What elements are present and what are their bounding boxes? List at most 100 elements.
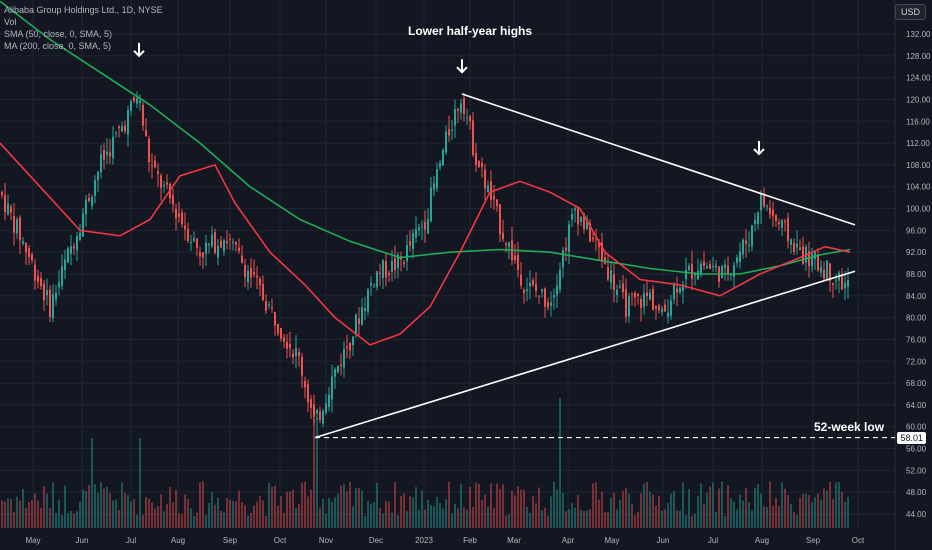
- volume-bar: [211, 492, 213, 528]
- volume-bar: [244, 504, 246, 528]
- candle-body: [295, 348, 297, 357]
- candle-body: [280, 328, 282, 339]
- candle-body: [703, 261, 705, 266]
- candle-body: [595, 238, 597, 240]
- legend-vol[interactable]: Vol: [4, 17, 17, 27]
- candle-body: [541, 289, 543, 292]
- candle-body: [250, 267, 252, 278]
- x-tick-label: Aug: [755, 536, 769, 545]
- price-axis[interactable]: 132.00 128.00 124.00 120.00 116.00 112.00 108.…: [906, 30, 931, 519]
- candle-body: [130, 101, 132, 111]
- candle-body: [247, 271, 249, 283]
- y-tick-label: 84.00: [906, 292, 927, 301]
- volume-bar: [757, 484, 759, 528]
- volume-bar: [817, 493, 819, 528]
- y-tick-label: 92.00: [906, 248, 927, 257]
- candle-body: [823, 269, 825, 279]
- volume-bar: [430, 504, 432, 528]
- candle-body: [670, 300, 672, 316]
- candle-body: [124, 125, 126, 132]
- candle-body: [97, 172, 99, 181]
- volume-bar: [787, 495, 789, 528]
- volume-bar: [40, 507, 42, 528]
- volume-bar: [163, 511, 165, 528]
- volume-bar: [190, 508, 192, 528]
- volume-bar: [805, 493, 807, 528]
- candle-body: [379, 272, 381, 274]
- volume-bar: [637, 511, 639, 528]
- volume-bar: [325, 513, 327, 528]
- volume-bar: [781, 482, 783, 528]
- volume-bar: [70, 510, 72, 528]
- candle-body: [271, 307, 273, 309]
- volume-bar: [661, 510, 663, 528]
- candle-body: [181, 212, 183, 225]
- x-tick-label: Nov: [319, 536, 333, 545]
- volume-bar: [139, 438, 141, 528]
- y-tick-label: 120.00: [906, 95, 931, 104]
- candle-body: [778, 222, 780, 225]
- candle-body: [16, 219, 18, 234]
- legend-symbol[interactable]: Alibaba Group Holdings Ltd., 1D, NYSE: [4, 5, 163, 15]
- candle-body: [811, 253, 813, 267]
- volume-bar: [751, 510, 753, 528]
- volume-bar: [547, 515, 549, 528]
- candle-body: [457, 108, 459, 111]
- volume-bar: [469, 486, 471, 528]
- y-tick-label: 104.00: [906, 183, 931, 192]
- candle-body: [1, 192, 3, 196]
- y-tick-label: 76.00: [906, 335, 927, 344]
- volume-bar: [601, 491, 603, 528]
- volume-bar: [382, 513, 384, 528]
- candle-body: [61, 266, 63, 287]
- volume-bar: [565, 511, 567, 528]
- volume-bar: [142, 514, 144, 528]
- volume-bar: [346, 491, 348, 528]
- volume-bar: [229, 499, 231, 528]
- candle-body: [523, 289, 525, 294]
- candle-body: [313, 404, 315, 417]
- x-tick-label: Jul: [708, 536, 718, 545]
- volume-bar: [127, 495, 129, 528]
- volume-bar: [535, 503, 537, 528]
- candle-body: [556, 285, 558, 296]
- candles: [1, 91, 849, 428]
- volume-bar: [412, 497, 414, 528]
- volume-bar: [277, 505, 279, 528]
- volume-bar: [31, 500, 33, 528]
- candle-body: [94, 180, 96, 196]
- volume-bar: [790, 504, 792, 528]
- volume-bar: [334, 497, 336, 528]
- volume-bar: [478, 483, 480, 528]
- candle-body: [583, 213, 585, 230]
- x-tick-label: Jul: [126, 536, 136, 545]
- y-tick-label: 128.00: [906, 52, 931, 61]
- volume-bar: [658, 495, 660, 528]
- chart-legend: Alibaba Group Holdings Ltd., 1D, NYSE Vo…: [4, 4, 163, 52]
- candle-body: [262, 284, 264, 301]
- time-axis[interactable]: May Jun Jul Aug Sep Oct Nov Dec 2023 Feb Mar Apr May…: [25, 536, 865, 545]
- candle-body: [532, 280, 534, 285]
- volume-bar: [763, 506, 765, 528]
- legend-ma200[interactable]: MA (200, close, 0, SMA, 5): [4, 41, 112, 51]
- candle-body: [586, 219, 588, 229]
- x-tick-label: Aug: [171, 536, 185, 545]
- candle-body: [655, 305, 657, 309]
- currency-button[interactable]: USD: [894, 4, 926, 20]
- volume-bar: [397, 515, 399, 528]
- candle-body: [844, 282, 846, 289]
- candle-body: [160, 175, 162, 189]
- volume-bar: [820, 499, 822, 528]
- volume-bar: [157, 506, 159, 528]
- candle-body: [475, 152, 477, 166]
- volume-bar: [595, 482, 597, 528]
- candle-body: [430, 187, 432, 222]
- volume-bar: [256, 501, 258, 528]
- candle-body: [418, 227, 420, 230]
- volume-bar: [745, 487, 747, 528]
- legend-sma50[interactable]: SMA (50, close, 0, SMA, 5): [4, 29, 113, 39]
- candle-body: [796, 243, 798, 248]
- volume-bar: [88, 485, 90, 528]
- volume-bar: [655, 505, 657, 528]
